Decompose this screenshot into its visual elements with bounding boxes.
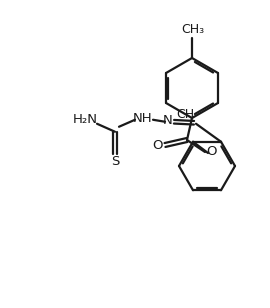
Text: S: S	[111, 155, 119, 168]
Text: O: O	[153, 139, 163, 152]
Text: CH₃: CH₃	[181, 23, 205, 36]
Text: O: O	[207, 144, 217, 157]
Text: CH: CH	[176, 108, 194, 121]
Text: N: N	[163, 114, 173, 127]
Text: H₂N: H₂N	[73, 113, 97, 126]
Text: NH: NH	[133, 112, 153, 125]
